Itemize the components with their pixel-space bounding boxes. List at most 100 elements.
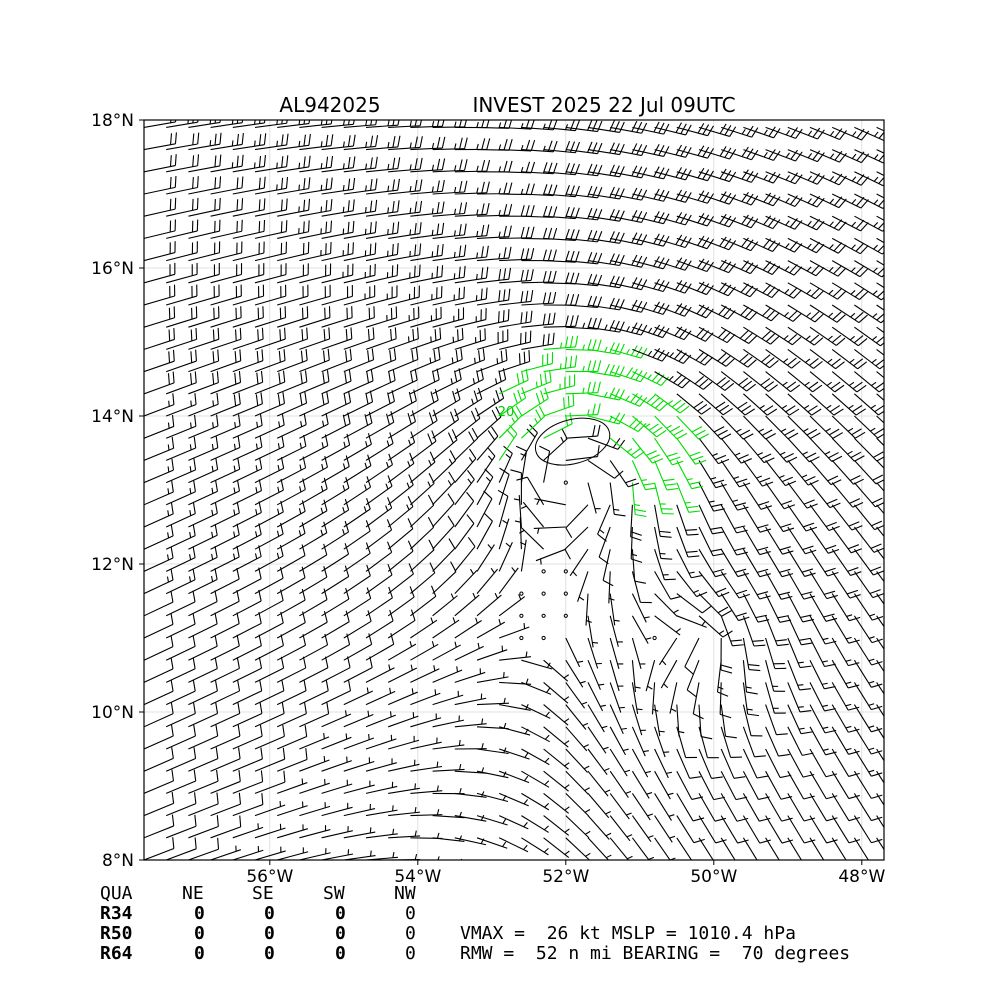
barb-flag: [645, 450, 657, 456]
chart-title-left: AL942025: [279, 93, 380, 117]
barb-shaft: [432, 837, 465, 842]
wind-barb: [276, 588, 306, 617]
wind-barb: [876, 571, 884, 583]
barb-shaft: [321, 667, 351, 683]
barb-flag: [788, 287, 798, 297]
barb-shaft: [410, 526, 435, 550]
barb-flag: [193, 458, 197, 470]
barb-shaft: [809, 482, 831, 508]
barb-half-flag: [364, 207, 367, 213]
barb-shaft: [565, 435, 598, 439]
wind-barb: [166, 371, 197, 395]
barb-flag: [460, 348, 463, 360]
barb-half-flag: [534, 417, 538, 424]
barb-shaft: [210, 295, 242, 306]
barb-shaft: [543, 126, 576, 132]
barb-shaft: [565, 504, 589, 529]
wind-barb: [232, 634, 262, 661]
barb-flag: [195, 327, 198, 340]
barb-flag: [192, 568, 196, 580]
barb-half-flag: [366, 687, 369, 694]
barb-shaft: [698, 793, 716, 822]
barb-shaft: [388, 211, 421, 217]
wind-barb: [454, 387, 483, 417]
barb-flag: [464, 159, 468, 171]
barb-shaft: [365, 168, 398, 173]
wind-barb: [565, 704, 589, 730]
barb-flag: [876, 290, 884, 298]
wind-barb: [210, 133, 244, 151]
barb-flag: [535, 393, 541, 405]
barb-flag: [192, 679, 196, 692]
wind-barb: [454, 718, 487, 728]
barb-shaft: [521, 363, 553, 373]
barb-flag: [701, 407, 712, 415]
barb-flag: [503, 445, 513, 454]
barb-flag: [803, 499, 815, 505]
barb-flag: [530, 269, 534, 281]
wind-barb: [831, 215, 869, 232]
barb-half-flag: [845, 703, 852, 707]
barb-flag: [347, 135, 351, 147]
barb-flag: [698, 378, 709, 388]
barb-flag: [282, 370, 286, 383]
barb-flag: [712, 553, 725, 557]
barb-shaft: [698, 504, 713, 535]
wind-barb: [498, 405, 523, 439]
wind-barb: [521, 312, 556, 328]
barb-half-flag: [167, 444, 170, 451]
wind-barb: [321, 199, 355, 217]
barb-flag: [513, 392, 518, 404]
barb-flag: [236, 479, 241, 492]
barb-shaft: [388, 739, 420, 750]
barb-flag: [597, 142, 603, 154]
wind-barb: [254, 435, 285, 461]
barb-shaft: [521, 792, 550, 811]
barb-half-flag: [498, 618, 501, 625]
barb-half-flag: [604, 789, 611, 793]
barb-half-flag: [436, 809, 440, 815]
barb-flag: [256, 350, 259, 363]
barb-shaft: [876, 548, 884, 560]
barb-shaft: [254, 600, 284, 617]
barb-shaft: [432, 439, 458, 461]
wind-barb: [432, 286, 465, 306]
wind-barb: [609, 726, 629, 756]
barb-shaft: [610, 215, 642, 223]
barb-flag: [763, 192, 772, 203]
barb-flag: [171, 769, 175, 781]
wind-barb: [365, 432, 394, 461]
barb-flag: [517, 389, 523, 401]
barb-shaft: [476, 359, 508, 373]
barb-flag: [781, 817, 793, 822]
barb-flag: [686, 550, 698, 553]
wind-barb: [387, 563, 414, 595]
barb-flag: [849, 616, 861, 622]
barb-shaft: [698, 348, 727, 367]
barb-shaft: [476, 435, 499, 461]
barb-flag: [260, 370, 264, 383]
barb-flag: [653, 143, 660, 155]
barb-shaft: [188, 512, 218, 528]
wind-barb: [499, 350, 531, 373]
wind-barb: [454, 407, 481, 439]
barb-shaft: [299, 445, 329, 461]
barb-shaft: [521, 281, 554, 284]
barb-flag: [857, 337, 868, 347]
barb-shaft: [720, 371, 747, 392]
barb-half-flag: [661, 660, 667, 666]
barb-flag: [718, 591, 730, 598]
wind-barb: [569, 548, 589, 577]
barb-shaft: [365, 232, 398, 239]
wind-barb: [876, 615, 884, 628]
barb-flag: [900, 267, 908, 275]
barb-half-flag: [414, 853, 418, 860]
x-tick-label: 52°W: [542, 867, 589, 887]
barb-shaft: [454, 723, 487, 728]
barb-flag: [216, 792, 219, 804]
wind-barb: [277, 198, 311, 217]
barb-flag: [873, 570, 884, 576]
wind-barb: [232, 120, 266, 128]
barb-flag: [900, 244, 908, 252]
barb-shaft: [631, 593, 647, 623]
